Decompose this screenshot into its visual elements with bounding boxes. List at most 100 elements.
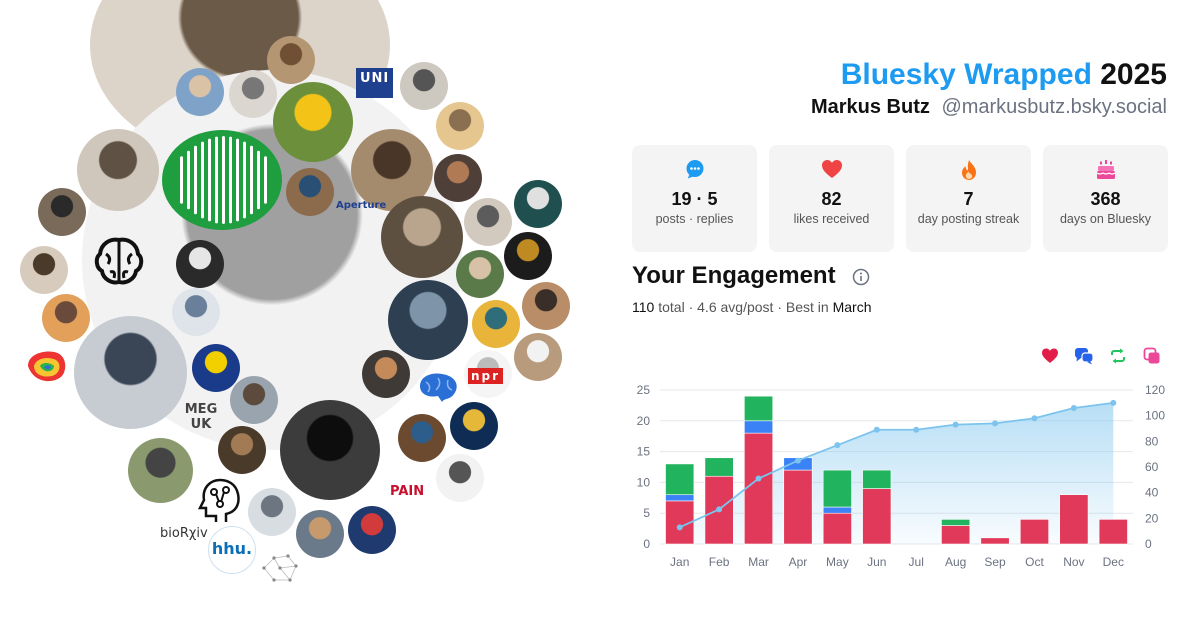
total-value: 110 bbox=[632, 299, 655, 315]
bar-reposts bbox=[862, 469, 892, 489]
x-tick-label: Feb bbox=[709, 555, 730, 569]
avatar bbox=[456, 250, 504, 298]
avatar bbox=[296, 510, 344, 558]
cumulative-point bbox=[755, 475, 762, 482]
bar-replies bbox=[822, 506, 852, 514]
y-tick-right: 20 bbox=[1145, 511, 1159, 525]
engagement-summary: 110 total · 4.6 avg/post · Best in March bbox=[632, 299, 872, 315]
stat-card-streak: 7 day posting streak bbox=[906, 145, 1031, 252]
avatar bbox=[229, 70, 277, 118]
bar-replies bbox=[744, 420, 774, 434]
bar-likes bbox=[1019, 519, 1049, 545]
meg-uk-logo: MEG UK bbox=[184, 402, 218, 432]
page-title: Bluesky Wrapped 2025 bbox=[841, 58, 1167, 92]
x-tick-label: Dec bbox=[1103, 555, 1124, 569]
bar-reposts bbox=[704, 457, 734, 477]
cumulative-point bbox=[1031, 415, 1038, 422]
title-brand: Bluesky Wrapped bbox=[840, 58, 1092, 91]
avatar bbox=[218, 426, 266, 474]
repost-icon[interactable] bbox=[1109, 347, 1127, 365]
cumulative-point bbox=[834, 442, 841, 449]
avatar bbox=[400, 62, 448, 110]
cumulative-point bbox=[716, 506, 723, 513]
x-tick-label: Jan bbox=[670, 555, 689, 569]
cumulative-point bbox=[873, 426, 880, 433]
stat-value: 368 bbox=[1090, 189, 1121, 209]
y-tick-left: 25 bbox=[637, 383, 651, 397]
uni-logo: UNI bbox=[356, 68, 394, 98]
y-tick-left: 10 bbox=[637, 475, 651, 489]
bar-reposts bbox=[744, 395, 774, 422]
pain-logo: PAIN bbox=[390, 484, 425, 499]
cumulative-point bbox=[952, 421, 959, 428]
user-handle: @markusbutz.bsky.social bbox=[941, 96, 1167, 118]
total-word: total bbox=[658, 299, 685, 315]
x-tick-label: Jun bbox=[867, 555, 886, 569]
avatar bbox=[127, 437, 193, 503]
quote-icon[interactable] bbox=[1143, 347, 1161, 365]
bar-reposts bbox=[665, 463, 695, 496]
engagement-title: Your Engagement bbox=[632, 262, 836, 289]
avatar bbox=[434, 154, 482, 202]
avatar bbox=[436, 454, 484, 502]
network-icon bbox=[260, 552, 300, 589]
stat-label: posts · replies bbox=[655, 212, 734, 226]
avatar bbox=[77, 129, 159, 211]
info-icon[interactable] bbox=[852, 268, 870, 286]
cumulative-point bbox=[1070, 404, 1077, 411]
cumulative-point bbox=[992, 420, 999, 427]
reply-icon[interactable] bbox=[1074, 347, 1094, 365]
cumulative-line bbox=[679, 401, 1114, 529]
x-tick-label: Apr bbox=[789, 555, 808, 569]
y-tick-right: 80 bbox=[1145, 434, 1159, 448]
bar-likes bbox=[862, 488, 892, 545]
waveform-icon bbox=[180, 136, 267, 224]
avg-per-post: 4.6 avg/post bbox=[697, 299, 774, 315]
brain-icon bbox=[92, 234, 146, 293]
avatar bbox=[42, 294, 90, 342]
avatar bbox=[280, 400, 380, 500]
avatar bbox=[176, 240, 224, 288]
bar-likes bbox=[1098, 519, 1128, 545]
avatar bbox=[450, 402, 498, 450]
y-tick-left: 5 bbox=[643, 506, 650, 520]
stat-card-days: 368 days on Bluesky bbox=[1043, 145, 1168, 252]
avatar bbox=[514, 180, 562, 228]
x-tick-label: Mar bbox=[748, 555, 769, 569]
avatar bbox=[381, 196, 463, 278]
biorxiv-logo: bioRχiv bbox=[160, 526, 208, 541]
bar-replies bbox=[665, 494, 695, 502]
user-line: Markus Butz @markusbutz.bsky.social bbox=[811, 96, 1167, 119]
avatar bbox=[38, 188, 86, 236]
bar-likes bbox=[744, 432, 774, 545]
x-tick-label: May bbox=[826, 555, 849, 569]
y-tick-left: 20 bbox=[637, 414, 651, 428]
y-tick-right: 120 bbox=[1145, 383, 1165, 397]
avatar bbox=[20, 246, 68, 294]
avatar bbox=[248, 488, 296, 536]
cumulative-point bbox=[676, 524, 683, 531]
waveform-logo bbox=[162, 130, 282, 230]
avatar bbox=[286, 168, 334, 216]
x-tick-label: Jul bbox=[909, 555, 924, 569]
aperture-logo: Aperture bbox=[336, 200, 387, 211]
cumulative-point bbox=[794, 457, 801, 464]
bar-likes bbox=[980, 537, 1010, 545]
heart-icon bbox=[821, 160, 842, 178]
avatar bbox=[172, 288, 220, 336]
stat-value: 19 · 5 bbox=[671, 189, 718, 209]
cake-icon bbox=[1096, 160, 1115, 179]
blue-brain-icon bbox=[416, 370, 462, 409]
avatar bbox=[514, 333, 562, 381]
y-tick-right: 100 bbox=[1145, 409, 1165, 423]
avatar bbox=[348, 506, 396, 554]
avatar bbox=[398, 414, 446, 462]
user-name: Markus Butz bbox=[810, 96, 930, 118]
avatar bbox=[192, 344, 240, 392]
avatar bbox=[464, 198, 512, 246]
heart-icon[interactable] bbox=[1041, 347, 1059, 365]
stat-label: days on Bluesky bbox=[1059, 212, 1152, 226]
y-tick-right: 0 bbox=[1145, 537, 1152, 551]
bar-reposts bbox=[822, 469, 852, 508]
title-year: 2025 bbox=[1100, 58, 1167, 91]
